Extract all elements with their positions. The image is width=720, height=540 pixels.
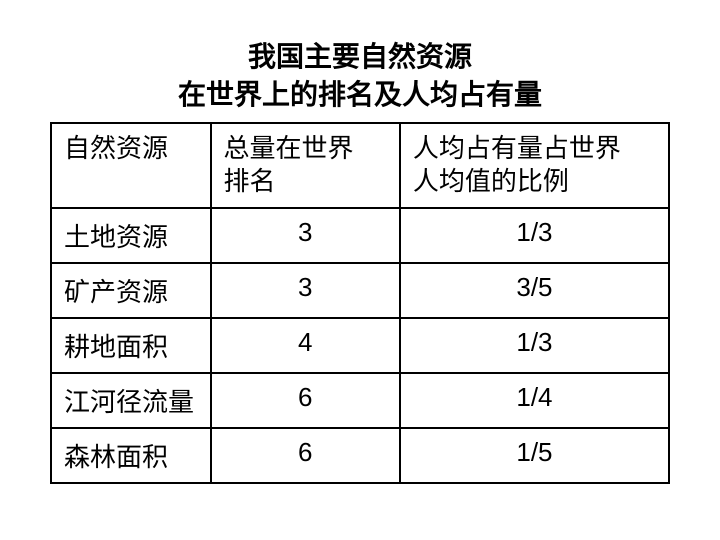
cell-resource: 矿产资源: [51, 263, 211, 318]
table-row: 森林面积 6 1/5: [51, 428, 669, 483]
col-header-ratio: 人均占有量占世界人均值的比例: [400, 123, 669, 209]
table-row: 矿产资源 3 3/5: [51, 263, 669, 318]
table-row: 耕地面积 4 1/3: [51, 318, 669, 373]
title-line-1: 我国主要自然资源: [178, 38, 542, 76]
cell-ratio: 1/4: [400, 373, 669, 428]
cell-rank: 4: [211, 318, 400, 373]
table-row: 土地资源 3 1/3: [51, 208, 669, 263]
cell-resource: 江河径流量: [51, 373, 211, 428]
cell-rank: 6: [211, 428, 400, 483]
cell-resource: 森林面积: [51, 428, 211, 483]
col-header-ratio-label: 人均占有量占世界人均值的比例: [413, 133, 621, 197]
table-body: 土地资源 3 1/3 矿产资源 3 3/5 耕地面积 4 1/3 江河径流量 6…: [51, 208, 669, 483]
cell-ratio: 3/5: [400, 263, 669, 318]
cell-rank: 3: [211, 208, 400, 263]
col-header-rank: 总量在世界排名: [211, 123, 400, 209]
table-row: 江河径流量 6 1/4: [51, 373, 669, 428]
title-line-2: 在世界上的排名及人均占有量: [178, 76, 542, 114]
cell-resource: 土地资源: [51, 208, 211, 263]
cell-ratio: 1/5: [400, 428, 669, 483]
cell-rank: 3: [211, 263, 400, 318]
table-header-row: 自然资源 总量在世界排名 人均占有量占世界人均值的比例: [51, 123, 669, 209]
cell-ratio: 1/3: [400, 208, 669, 263]
col-header-rank-label: 总量在世界排名: [224, 133, 354, 197]
col-header-resource: 自然资源: [51, 123, 211, 209]
cell-resource: 耕地面积: [51, 318, 211, 373]
page-title: 我国主要自然资源 在世界上的排名及人均占有量: [178, 38, 542, 114]
resources-table: 自然资源 总量在世界排名 人均占有量占世界人均值的比例 土地资源 3 1/3 矿…: [50, 122, 670, 485]
cell-rank: 6: [211, 373, 400, 428]
cell-ratio: 1/3: [400, 318, 669, 373]
